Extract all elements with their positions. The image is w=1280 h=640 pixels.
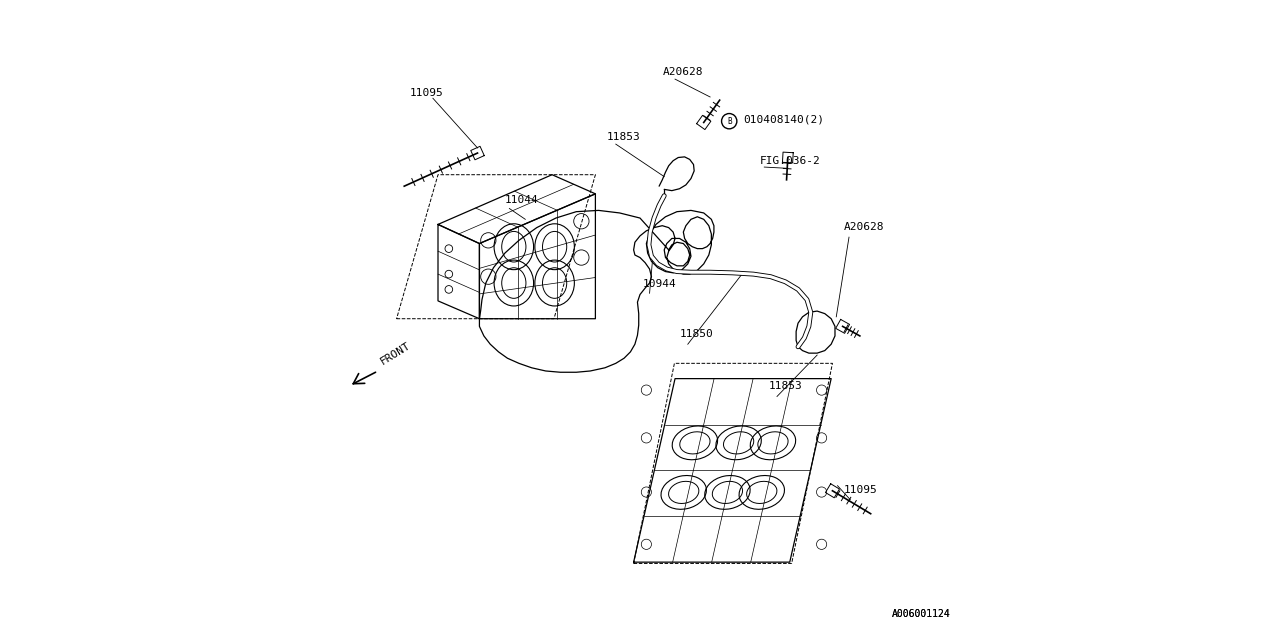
Text: A006001124: A006001124 bbox=[892, 609, 951, 620]
Text: A20628: A20628 bbox=[844, 222, 884, 232]
Text: 11095: 11095 bbox=[844, 485, 878, 495]
Text: FRONT: FRONT bbox=[379, 340, 412, 367]
Text: 11853: 11853 bbox=[607, 132, 640, 141]
Text: B: B bbox=[727, 116, 732, 125]
Text: 11850: 11850 bbox=[680, 329, 713, 339]
Text: FIG.036-2: FIG.036-2 bbox=[760, 156, 820, 166]
Text: 10944: 10944 bbox=[643, 280, 677, 289]
Text: 11853: 11853 bbox=[769, 381, 803, 392]
Text: A20628: A20628 bbox=[663, 67, 704, 77]
Text: 010408140(2): 010408140(2) bbox=[744, 115, 824, 124]
Text: A006001124: A006001124 bbox=[892, 609, 951, 620]
Text: 11044: 11044 bbox=[504, 195, 539, 205]
Text: 11095: 11095 bbox=[410, 88, 443, 99]
